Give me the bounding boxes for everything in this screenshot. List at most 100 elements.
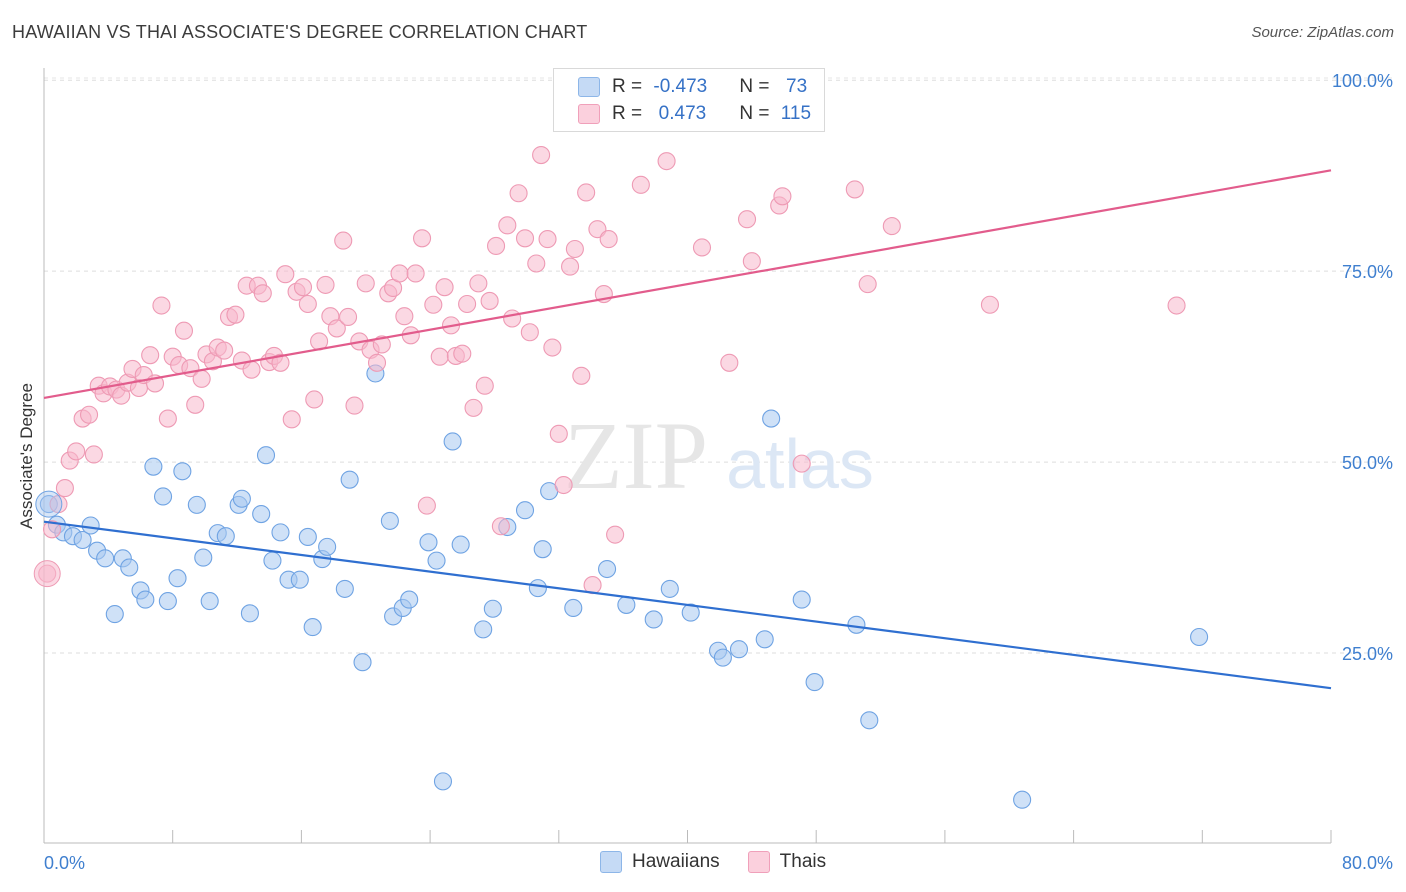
thais-point	[174, 321, 194, 340]
thais-point	[532, 146, 551, 165]
legend-n-value: 73	[780, 76, 808, 97]
hawaiians-point	[153, 487, 173, 506]
hawaiians-swatch	[600, 851, 622, 873]
thais-point	[487, 236, 506, 255]
thais-point	[491, 517, 510, 536]
hawaiians-point	[200, 592, 219, 611]
thais-point	[720, 353, 739, 372]
hawaiians-point	[240, 604, 259, 623]
thais-point	[413, 229, 432, 248]
hawaiians-point	[598, 559, 617, 579]
thais-point	[469, 274, 488, 293]
hawaiians-point	[515, 501, 535, 520]
hawaiians-point	[298, 527, 317, 547]
hawaiians-point	[168, 569, 187, 588]
thais-point	[406, 264, 425, 283]
hawaiians-point	[400, 590, 419, 609]
legend-swatch-hawaiians	[578, 77, 600, 97]
thais-point	[305, 390, 324, 409]
thais-label: Thais	[779, 851, 827, 872]
hawaiians-point	[232, 489, 251, 508]
hawaiians-point	[681, 603, 700, 622]
thais-point	[606, 525, 625, 544]
legend-r-label: R =	[612, 103, 648, 124]
hawaiians-point	[263, 551, 282, 570]
hawaiians-point	[252, 504, 271, 524]
thais-point	[215, 341, 234, 360]
hawaiians-point	[73, 530, 92, 550]
hawaiians-point	[290, 570, 309, 589]
stats-legend: R = -0.473 N = 73 R = 0.473 N = 115	[553, 68, 825, 132]
hawaiians-point	[617, 595, 636, 614]
thais-point	[737, 210, 757, 229]
thais-point	[298, 294, 317, 314]
thais-point	[282, 410, 301, 429]
thais-point	[792, 454, 811, 473]
hawaiians-point	[256, 446, 276, 465]
hawaiians-point	[271, 523, 290, 542]
y-tick-label: 25.0%	[1342, 644, 1393, 664]
hawaiians-point	[120, 558, 139, 577]
thais-point	[657, 152, 676, 171]
hawaiians-point	[433, 772, 453, 791]
hawaiians-point	[194, 548, 213, 567]
thais-point	[453, 344, 472, 363]
hawaiians-point	[1190, 627, 1209, 647]
thais-point	[55, 479, 74, 498]
thais-point	[276, 265, 295, 284]
watermark-zip: ZIP	[564, 402, 708, 509]
thais-point	[599, 230, 618, 249]
hawaiians-point	[318, 537, 337, 556]
hawaiians-point	[136, 590, 155, 609]
thais-point	[561, 257, 580, 276]
hawaiians-point	[187, 495, 206, 514]
hawaiians-point	[380, 511, 399, 530]
thais-point	[356, 274, 375, 293]
thais-point	[480, 291, 499, 310]
thais-point	[345, 396, 364, 415]
thais-point	[242, 360, 261, 379]
thais-point	[367, 353, 387, 372]
hawaiians-point	[564, 598, 583, 618]
hawaiians-point	[729, 640, 749, 659]
hawaiians-point	[533, 540, 552, 559]
hawaiians-point	[660, 579, 679, 598]
trend-lines	[43, 169, 1332, 690]
thais-point	[158, 409, 177, 428]
thais-point	[339, 307, 358, 327]
hawaiians-point	[419, 533, 438, 552]
thais-point	[845, 180, 864, 199]
legend-item-hawaiians: Hawaiians	[600, 851, 720, 873]
thais-point	[475, 376, 494, 395]
thais-trend-line	[43, 169, 1332, 400]
thais-swatch	[747, 851, 770, 873]
thais-point	[186, 395, 205, 414]
thais-point	[33, 560, 61, 588]
thais-point	[565, 239, 584, 259]
hawaiians-point	[847, 615, 866, 634]
thais-point	[430, 347, 449, 366]
hawaiians-point	[483, 599, 502, 618]
legend-row-thais: R = 0.473 N = 115	[554, 101, 811, 127]
thais-point	[498, 216, 517, 235]
hawaiians-point	[158, 592, 177, 611]
thais-point	[390, 264, 409, 283]
thais-point	[192, 369, 211, 388]
thais-point	[554, 475, 573, 495]
hawaiians-point	[1013, 790, 1032, 809]
x-tick-label: 0.0%	[44, 853, 85, 873]
thais-point	[1167, 296, 1186, 315]
hawaiians-point	[528, 579, 547, 598]
chart-title: HAWAIIAN VS THAI ASSOCIATE'S DEGREE CORR…	[12, 22, 588, 42]
thais-point	[509, 184, 528, 203]
hawaiians-point	[144, 457, 163, 476]
thais-point	[67, 442, 86, 461]
hawaiians-point	[335, 579, 354, 598]
thais-point	[858, 275, 877, 294]
thais-point	[631, 175, 650, 194]
hawaiians-point	[216, 527, 235, 546]
thais-point	[327, 319, 346, 338]
hawaiians-point	[353, 653, 372, 672]
legend-n-value: 115	[780, 103, 812, 124]
thais-point	[882, 217, 901, 236]
